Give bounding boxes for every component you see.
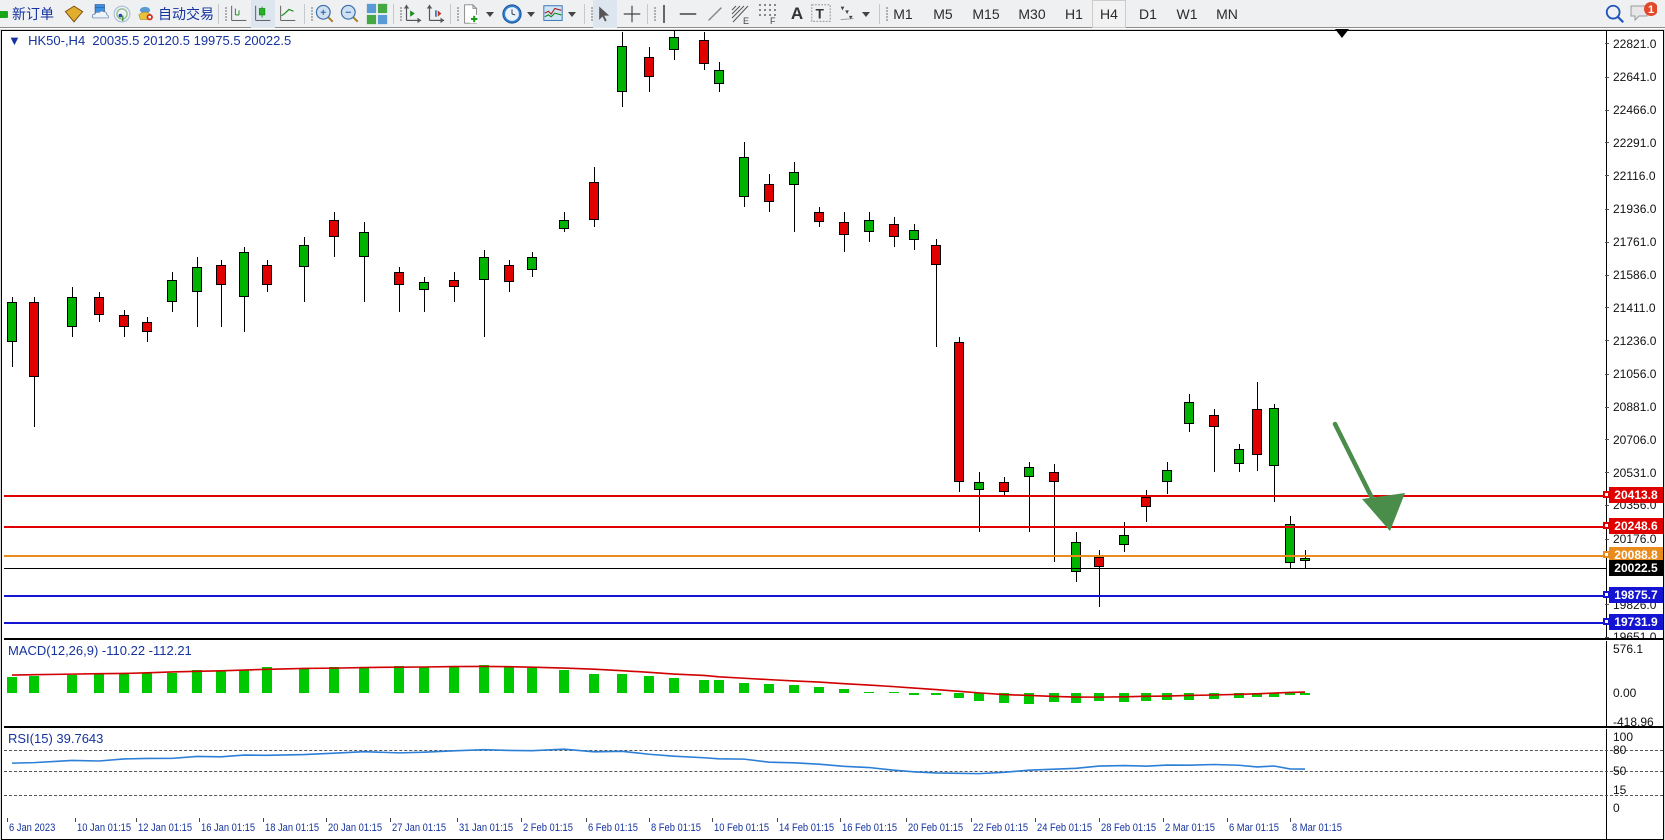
svg-text:F: F [770, 16, 776, 26]
svg-text:E: E [743, 16, 749, 26]
svg-text:1: 1 [1648, 4, 1654, 16]
svg-text:T: T [816, 7, 825, 22]
